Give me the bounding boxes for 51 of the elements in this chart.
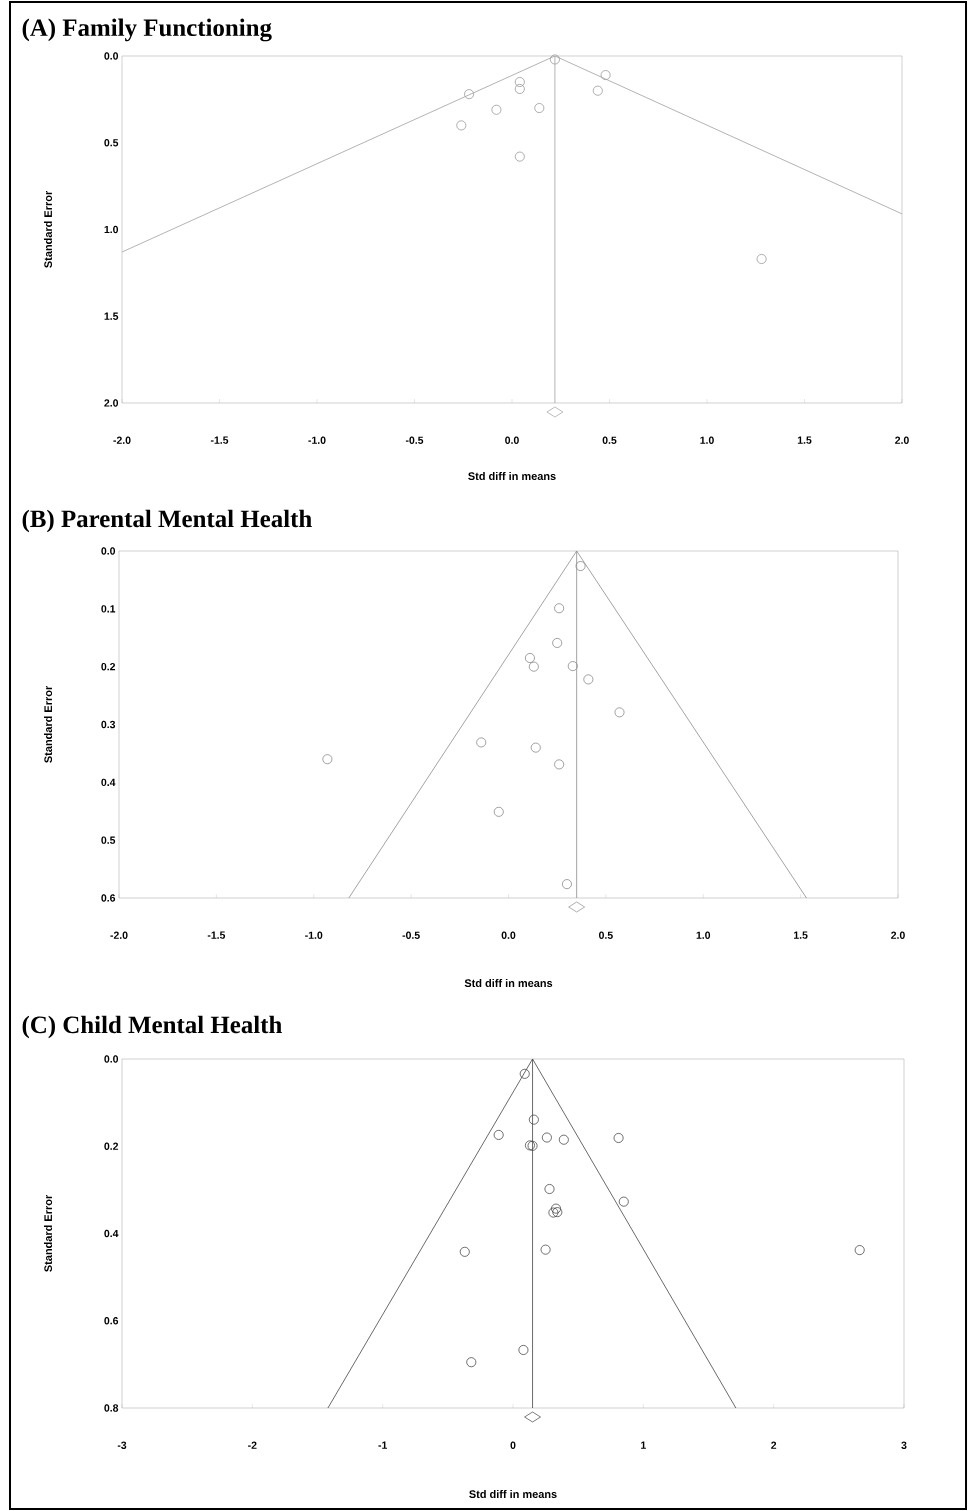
x-tick-label: 1.5 (797, 436, 812, 444)
x-tick-label: -0.5 (402, 931, 420, 939)
y-tick-label: 0.0 (104, 1055, 119, 1063)
x-tick-label: 2.0 (891, 931, 905, 939)
y-tick-label: 2.0 (104, 399, 119, 407)
y-tick-label: 0.0 (101, 547, 116, 555)
x-tick-label: 2 (771, 1441, 777, 1449)
y-tick-label: 0.4 (104, 1229, 119, 1238)
x-tick-label: 0.5 (599, 931, 613, 939)
y-tick-label: 0.6 (101, 894, 116, 902)
y-tick-label: 0.2 (104, 1142, 119, 1150)
chart-title: (C) Child Mental Health (22, 1015, 282, 1039)
x-tick-label: 1.5 (794, 931, 808, 939)
x-tick-label: 1.0 (696, 931, 711, 939)
chart-title: (B) Parental Mental Health (22, 509, 312, 533)
y-tick-label: 0.8 (104, 1404, 119, 1412)
x-tick-label: 0.5 (602, 436, 617, 444)
x-tick-label: 1 (641, 1441, 646, 1449)
y-axis-title: Standard Error (44, 686, 53, 763)
x-axis-title: Std diff in means (469, 1489, 557, 1499)
x-tick-label: -0.5 (405, 436, 424, 444)
y-axis-title: Standard Error (44, 1195, 53, 1272)
y-tick-label: 0.5 (104, 139, 119, 147)
x-axis-title: Std diff in means (468, 471, 556, 481)
y-tick-label: 1.5 (104, 312, 119, 320)
x-tick-label: 3 (901, 1441, 907, 1449)
x-tick-label: -1.5 (210, 436, 229, 444)
x-tick-label: 2.0 (895, 436, 909, 444)
x-tick-label: -2.0 (113, 436, 131, 444)
x-tick-label: -1.5 (207, 931, 226, 939)
y-axis-title: Standard Error (43, 191, 53, 268)
x-axis-title: Std diff in means (464, 978, 553, 988)
x-tick-label: -1 (378, 1441, 388, 1449)
x-tick-label: -2.0 (110, 931, 128, 939)
x-tick-label: -1.0 (305, 931, 323, 939)
x-tick-label: -3 (117, 1441, 127, 1449)
x-tick-label: 1.0 (700, 436, 714, 444)
y-tick-label: 1.0 (104, 225, 119, 234)
chart-title: (A) Family Functioning (22, 18, 272, 42)
y-tick-label: 0.5 (101, 836, 116, 844)
x-tick-label: 0.0 (501, 931, 516, 939)
x-tick-label: -2 (248, 1441, 257, 1449)
y-tick-label: 0.6 (104, 1317, 119, 1325)
y-tick-label: 0.3 (101, 720, 116, 729)
y-tick-label: 0.4 (101, 778, 116, 787)
x-tick-label: 0.0 (505, 436, 519, 444)
y-tick-label: 0.0 (104, 52, 119, 60)
y-tick-label: 0.1 (101, 605, 116, 613)
x-tick-label: -1.0 (308, 436, 326, 444)
x-tick-label: 0 (510, 1441, 516, 1449)
y-tick-label: 0.2 (101, 662, 116, 671)
